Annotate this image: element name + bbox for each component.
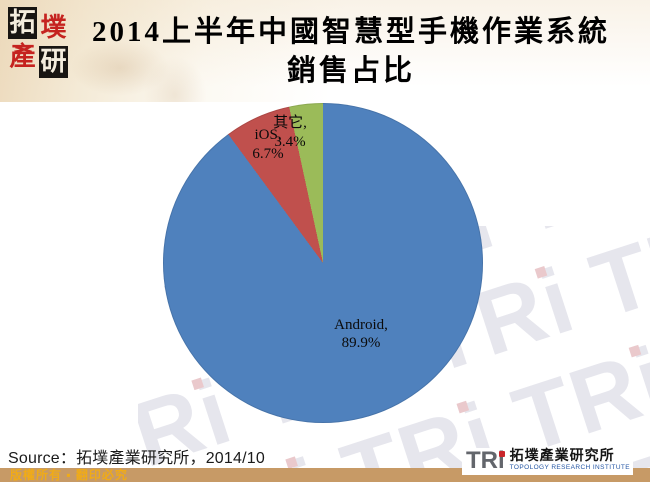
source-text: Source：拓墣產業研究所，2014/10: [8, 450, 265, 467]
page-title: 2014上半年中國智慧型手機作業系統 銷售占比: [62, 13, 640, 91]
institute-name-cn: 拓墣產業研究所: [509, 449, 615, 464]
slice-label-ios: iOS, 6.7%: [252, 127, 284, 162]
seal-char: 拓: [8, 7, 37, 39]
slice-label-other: 其它, 3.4%: [273, 115, 307, 150]
tri-logo-mark: TRi: [466, 447, 505, 474]
seal-char: 研: [39, 46, 68, 78]
tri-institute-logo: TRi 拓墣產業研究所 TOPOLOGY RESEARCH INSTITUTE: [462, 447, 634, 475]
institute-name-en: TOPOLOGY RESEARCH INSTITUTE: [509, 464, 631, 471]
copyright-text: 版權所有 ▪ 翻印必究: [10, 468, 128, 482]
page-title-line2: 銷售占比: [286, 55, 415, 87]
seal-char: 墣: [40, 13, 67, 42]
topology-seal-logo: 拓 墣 產 研: [8, 7, 72, 81]
seal-char: 產: [9, 42, 36, 71]
header-parchment-band: [0, 0, 650, 102]
watermark-glyph: TRi: [579, 226, 650, 339]
tri-logo-red-dot-icon: [498, 451, 505, 457]
pie: [163, 103, 483, 423]
slice-label-android: Android, 89.9%: [334, 317, 388, 351]
page-title-line1: 2014上半年中國智慧型手機作業系統: [91, 16, 610, 48]
